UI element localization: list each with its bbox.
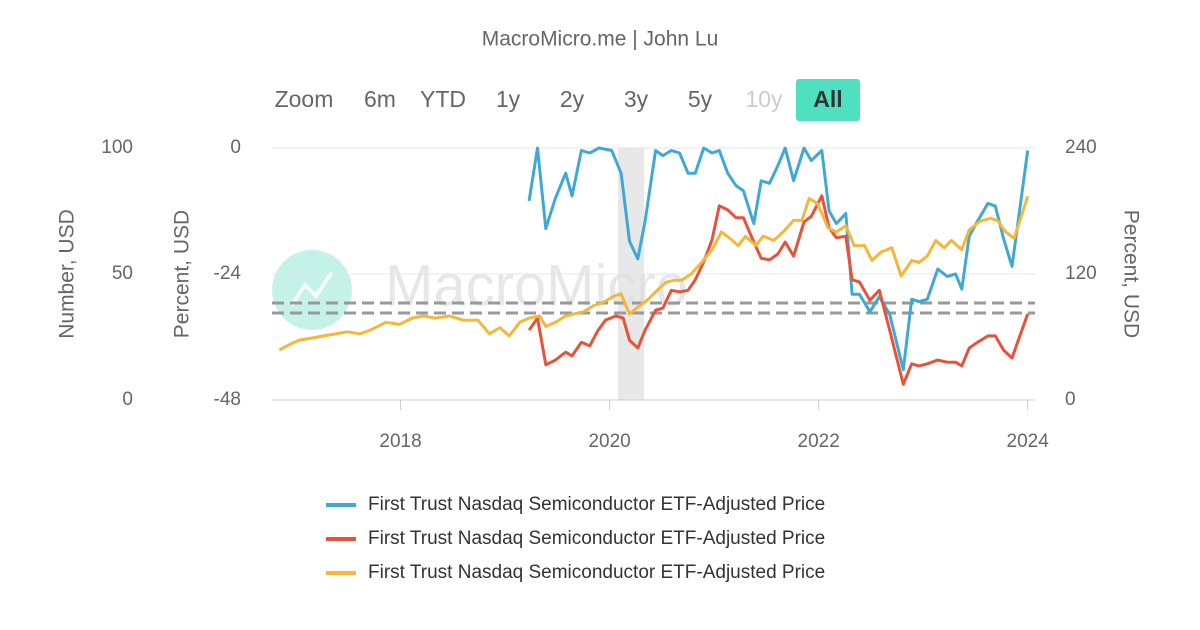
range-button[interactable]: 5y bbox=[688, 86, 713, 112]
zoom-label: Zoom bbox=[275, 86, 334, 112]
y-axis-label: Percent, USD bbox=[1119, 210, 1142, 338]
x-tick-label: 2024 bbox=[1007, 431, 1050, 452]
range-button: 10y bbox=[745, 86, 783, 112]
y-tick-label: 50 bbox=[112, 263, 133, 284]
y-tick-label: -48 bbox=[214, 389, 241, 410]
y-axis-label: Percent, USD bbox=[171, 210, 194, 338]
y-tick-label: 120 bbox=[1065, 263, 1097, 284]
series-line bbox=[527, 146, 1030, 372]
x-tick-label: 2022 bbox=[798, 431, 840, 452]
watermark-logo-mark bbox=[290, 270, 334, 307]
y-axis-label: Number, USD bbox=[56, 209, 79, 339]
series-line bbox=[527, 194, 1030, 386]
range-button[interactable]: 3y bbox=[624, 86, 649, 112]
y-tick-label: 240 bbox=[1065, 137, 1097, 158]
range-button[interactable]: 2y bbox=[560, 86, 585, 112]
legend-label[interactable]: First Trust Nasdaq Semiconductor ETF-Adj… bbox=[368, 562, 825, 583]
x-tick-label: 2020 bbox=[588, 431, 630, 452]
watermark: MacroMicro bbox=[385, 253, 688, 318]
y-tick-label: 100 bbox=[101, 137, 133, 158]
legend-label[interactable]: First Trust Nasdaq Semiconductor ETF-Adj… bbox=[368, 528, 825, 549]
range-button[interactable]: 6m bbox=[364, 86, 396, 112]
y-tick-label: -24 bbox=[214, 263, 242, 284]
range-button[interactable]: 1y bbox=[496, 86, 521, 112]
range-button[interactable]: YTD bbox=[420, 86, 466, 112]
y-tick-label: 0 bbox=[1065, 389, 1076, 410]
y-tick-label: 0 bbox=[230, 137, 241, 158]
range-button[interactable]: All bbox=[813, 86, 842, 112]
series-line bbox=[278, 195, 1030, 352]
legend-label[interactable]: First Trust Nasdaq Semiconductor ETF-Adj… bbox=[368, 494, 825, 515]
y-tick-label: 0 bbox=[122, 389, 133, 410]
range-button-bg[interactable] bbox=[796, 79, 860, 121]
x-tick-label: 2018 bbox=[379, 431, 421, 452]
chart-title: MacroMicro.me | John Lu bbox=[482, 28, 719, 51]
